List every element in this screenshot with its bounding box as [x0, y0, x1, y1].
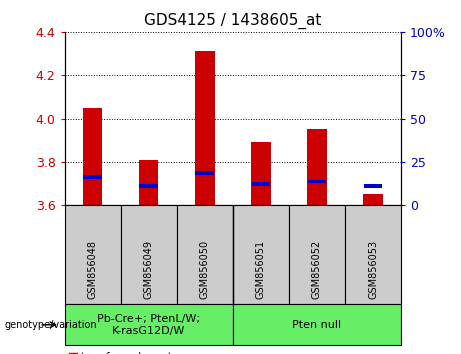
- Text: GSM856049: GSM856049: [144, 240, 154, 299]
- Text: GSM856051: GSM856051: [256, 240, 266, 299]
- Title: GDS4125 / 1438605_at: GDS4125 / 1438605_at: [144, 13, 321, 29]
- Bar: [195, 171, 214, 175]
- Text: genotype/variation: genotype/variation: [5, 320, 97, 330]
- Text: GSM856052: GSM856052: [312, 240, 322, 299]
- Bar: [177, 205, 233, 304]
- Legend: transformed count, percentile rank within the sample: transformed count, percentile rank withi…: [70, 352, 246, 354]
- Bar: [195, 51, 214, 205]
- Bar: [233, 304, 401, 345]
- Bar: [233, 205, 289, 304]
- Text: Pten null: Pten null: [292, 320, 342, 330]
- Bar: [345, 205, 401, 304]
- Bar: [83, 108, 102, 205]
- Text: GSM856048: GSM856048: [88, 240, 98, 299]
- Bar: [289, 205, 345, 304]
- Text: Pb-Cre+; PtenL/W;
K-rasG12D/W: Pb-Cre+; PtenL/W; K-rasG12D/W: [97, 314, 200, 336]
- Bar: [83, 175, 102, 179]
- Bar: [307, 179, 326, 183]
- Bar: [139, 184, 158, 188]
- Bar: [65, 205, 121, 304]
- Bar: [307, 130, 327, 205]
- Bar: [65, 304, 233, 345]
- Bar: [121, 205, 177, 304]
- Bar: [363, 194, 383, 205]
- Bar: [252, 182, 270, 185]
- Bar: [251, 142, 271, 205]
- Text: GSM856053: GSM856053: [368, 240, 378, 299]
- Text: GSM856050: GSM856050: [200, 240, 210, 299]
- Bar: [139, 160, 159, 205]
- Bar: [364, 184, 382, 188]
